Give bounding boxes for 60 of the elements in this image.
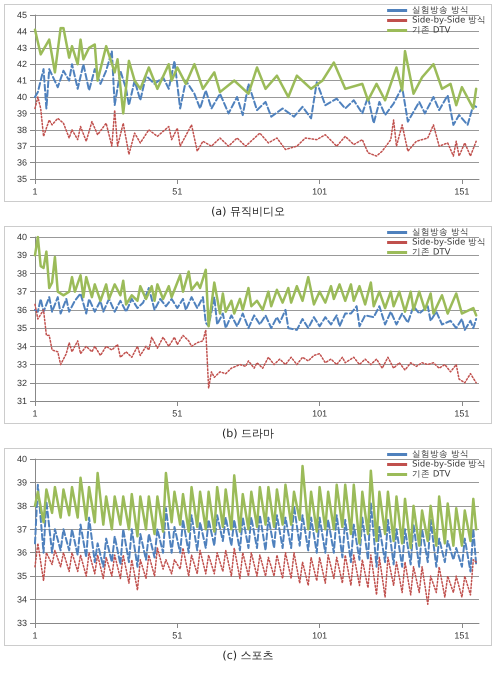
y-tick-label: 38 [16,124,27,135]
y-tick-label: 36 [16,304,27,315]
y-tick-label: 40 [16,454,27,464]
y-tick-label: 35 [16,174,27,184]
y-tick-label: 37 [16,524,27,534]
line-series [34,96,477,157]
legend-label: 기존 DTV [412,470,451,480]
y-tick-label: 39 [16,108,27,118]
line-series [34,50,478,126]
y-tick-label: 37 [16,141,27,152]
text: (c) 스포츠 [221,648,275,664]
y-tick-label: 40 [16,232,27,242]
line-series [34,26,478,115]
y-tick-label: 38 [16,500,27,511]
x-tick-label: 101 [312,630,328,640]
y-tick-label: 33 [16,360,27,370]
line-series [34,542,477,606]
x-tick-label: 151 [454,186,470,196]
y-tick-label: 44 [16,26,27,36]
y-tick-label: 37 [16,286,27,297]
y-tick-label: 39 [16,477,27,488]
y-tick-label: 39 [16,250,27,260]
line-series [34,287,478,331]
y-tick-label: 31 [16,396,27,406]
x-tick-label: 51 [172,630,182,640]
line-series [34,304,477,389]
y-tick-label: 42 [16,59,27,70]
legend-label: 실험방송 방식 [412,6,469,16]
line-series [34,484,478,572]
y-tick-label: 40 [16,92,27,102]
legend-label: Side-by-Side 방식 [412,238,486,248]
legend-label: 실험방송 방식 [412,228,469,238]
legend-label: 기존 DTV [412,248,451,258]
y-tick-label: 41 [16,76,27,86]
y-tick-label: 36 [16,548,27,558]
legend-label: 기존 DTV [412,26,451,36]
y-tick-label: 35 [16,571,27,582]
y-tick-label: 43 [16,42,27,53]
y-tick-label: 36 [16,158,27,168]
text: (a) 뮤직비디오 [210,204,286,220]
x-tick-label: 101 [312,408,328,418]
y-tick-label: 32 [16,378,27,388]
y-tick-label: 33 [16,618,27,628]
x-tick-label: 51 [172,408,182,418]
x-tick-label: 101 [312,186,328,196]
text: (b) 드라마 [220,426,276,442]
x-tick-label: 151 [454,630,470,640]
x-tick-label: 1 [32,408,38,418]
y-tick-label: 45 [16,10,27,20]
x-tick-label: 51 [172,186,182,196]
y-tick-label: 34 [16,341,27,352]
y-tick-label: 38 [16,268,27,278]
y-tick-label: 35 [16,323,27,334]
y-tick-label: 34 [16,594,27,605]
x-tick-label: 1 [32,630,38,640]
legend-label: Side-by-Side 방식 [412,16,486,26]
x-tick-label: 1 [32,186,38,196]
legend-label: 실험방송 방식 [412,450,469,460]
legend-label: Side-by-Side 방식 [412,460,486,470]
x-tick-label: 151 [454,408,470,418]
